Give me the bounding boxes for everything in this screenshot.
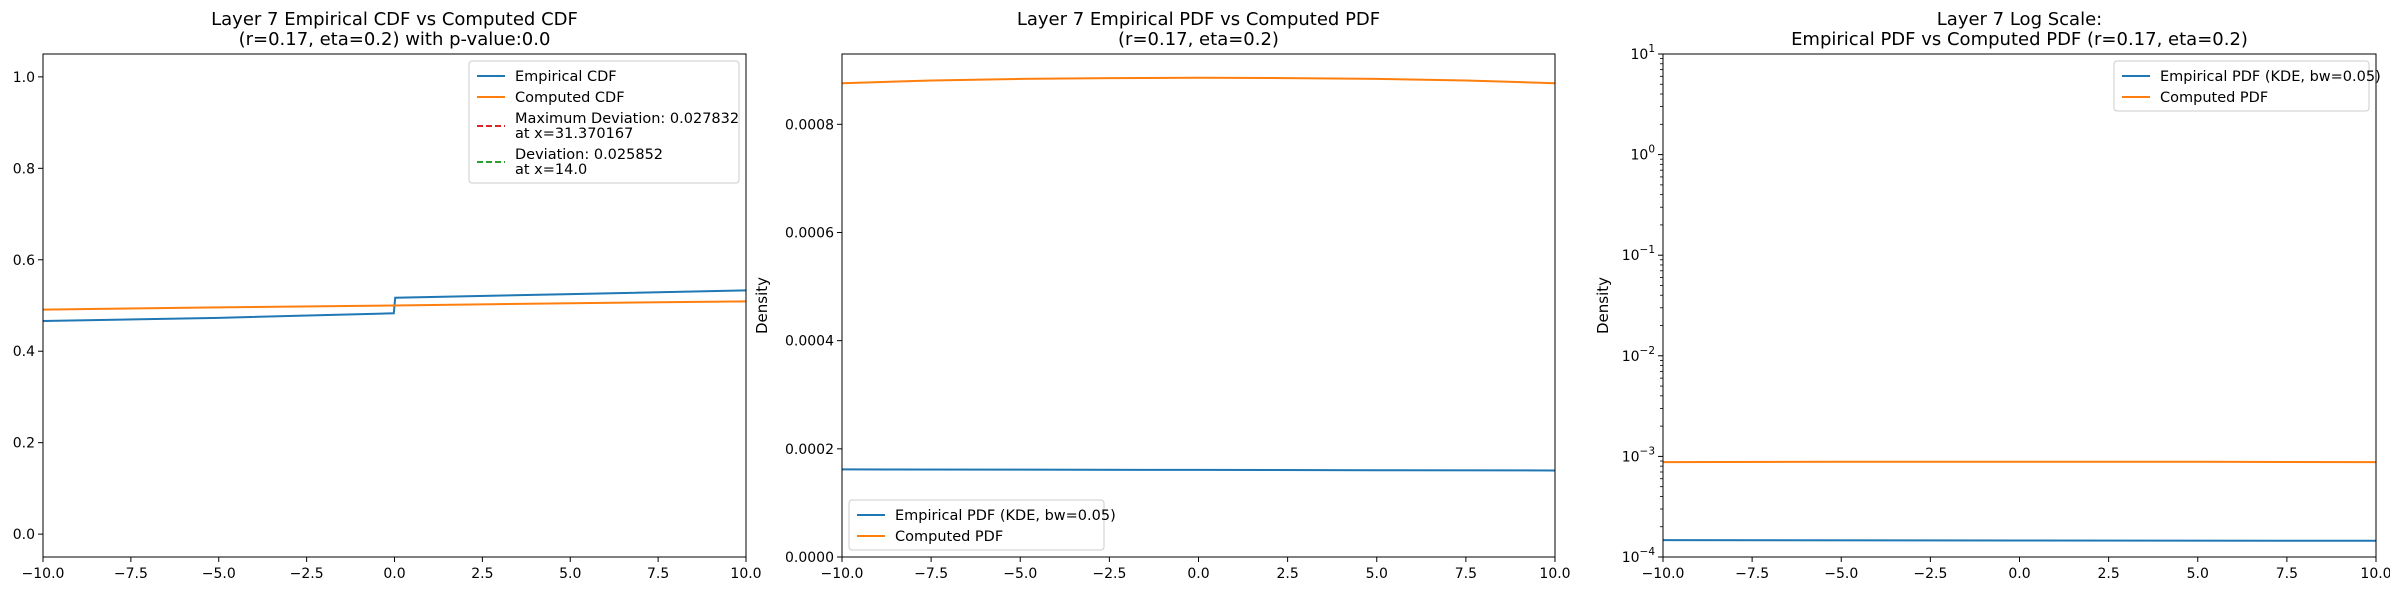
x-tick-label: −10.0 bbox=[1642, 566, 1685, 582]
y-tick-label: 0.0002 bbox=[785, 442, 834, 458]
x-tick-label: 7.5 bbox=[2276, 566, 2298, 582]
y-tick-label: 10−3 bbox=[1622, 445, 1655, 465]
x-tick-label: 2.5 bbox=[471, 566, 493, 582]
x-tick-label: −7.5 bbox=[114, 566, 148, 582]
y-tick-label: 10−4 bbox=[1622, 546, 1656, 566]
x-tick-label: 10.0 bbox=[2360, 566, 2390, 582]
legend-label-1: Empirical PDF (KDE, bw=0.05) bbox=[895, 508, 1116, 524]
y-tick-label: 0.4 bbox=[13, 344, 35, 360]
chart-subtitle: (r=0.17, eta=0.2) bbox=[1118, 29, 1279, 50]
x-tick-label: 7.5 bbox=[647, 566, 669, 582]
chart-title: Layer 7 Log Scale: bbox=[1937, 9, 2102, 30]
legend-label-2: Computed CDF bbox=[515, 90, 625, 106]
x-tick-label: 10.0 bbox=[1539, 566, 1570, 582]
chart-subtitle: (r=0.17, eta=0.2) with p-value:0.0 bbox=[239, 29, 551, 50]
chart-subtitle: Empirical PDF vs Computed PDF (r=0.17, e… bbox=[1791, 29, 2248, 50]
y-tick-label: 0.0004 bbox=[785, 334, 834, 350]
series-line-1 bbox=[842, 468, 1555, 472]
legend-label-2: Computed PDF bbox=[2160, 90, 2268, 106]
x-tick-label: −10.0 bbox=[821, 566, 864, 582]
series-line-1 bbox=[1663, 539, 2376, 542]
y-axis-label: Density bbox=[753, 277, 771, 334]
y-tick-label: 0.0008 bbox=[785, 117, 834, 133]
x-tick-label: −5.0 bbox=[1003, 566, 1037, 582]
y-tick-label: 101 bbox=[1630, 43, 1655, 63]
chart-title: Layer 7 Empirical CDF vs Computed CDF bbox=[211, 9, 578, 30]
legend: Empirical PDF (KDE, bw=0.05) Computed PDF bbox=[2113, 60, 2381, 112]
legend-box bbox=[2113, 60, 2370, 112]
y-tick-label: 0.6 bbox=[13, 253, 35, 269]
chart-title: Layer 7 Empirical PDF vs Computed PDF bbox=[1017, 9, 1380, 30]
y-tick-label: 0.0000 bbox=[785, 550, 834, 566]
chart-1: Layer 7 Empirical CDF vs Computed CDF(r=… bbox=[13, 9, 762, 582]
y-tick-label: 0.0 bbox=[13, 527, 35, 543]
plot-frame bbox=[841, 53, 1556, 558]
y-tick-label: 100 bbox=[1630, 144, 1655, 164]
legend-label-4: Deviation: 0.025852 bbox=[515, 147, 663, 163]
chart-2: Layer 7 Empirical PDF vs Computed PDF(r=… bbox=[753, 9, 1571, 582]
legend-label-2: Computed PDF bbox=[895, 529, 1003, 545]
legend-box bbox=[468, 60, 740, 184]
y-tick-label: 0.0006 bbox=[785, 225, 834, 241]
series-line-2 bbox=[43, 300, 746, 311]
x-tick-label: −7.5 bbox=[914, 566, 948, 582]
x-tick-label: −10.0 bbox=[22, 566, 65, 582]
plot-frame bbox=[1662, 53, 2377, 558]
x-tick-label: −5.0 bbox=[1824, 566, 1858, 582]
x-tick-label: −2.5 bbox=[1092, 566, 1126, 582]
x-tick-label: 5.0 bbox=[2187, 566, 2209, 582]
x-tick-label: 2.5 bbox=[1276, 566, 1298, 582]
legend: Empirical PDF (KDE, bw=0.05) Computed PDF bbox=[848, 499, 1116, 551]
x-tick-label: 5.0 bbox=[1366, 566, 1388, 582]
legend-label-3-line2: at x=31.370167 bbox=[515, 126, 633, 142]
y-axis-label: Density bbox=[1594, 277, 1612, 334]
x-tick-label: −5.0 bbox=[202, 566, 236, 582]
legend-label-4-line2: at x=14.0 bbox=[515, 162, 587, 178]
x-tick-label: 0.0 bbox=[2008, 566, 2030, 582]
x-tick-label: 5.0 bbox=[559, 566, 581, 582]
x-tick-label: −7.5 bbox=[1735, 566, 1769, 582]
legend-label-3: Maximum Deviation: 0.027832 bbox=[515, 111, 739, 127]
x-tick-label: 0.0 bbox=[1187, 566, 1209, 582]
x-tick-label: −2.5 bbox=[290, 566, 324, 582]
x-tick-label: 10.0 bbox=[730, 566, 761, 582]
y-tick-label: 0.2 bbox=[13, 436, 35, 452]
x-tick-label: −2.5 bbox=[1913, 566, 1947, 582]
legend: Empirical CDF Computed CDF Maximum Deviati… bbox=[468, 60, 740, 184]
y-tick-label: 0.8 bbox=[13, 161, 35, 177]
x-tick-label: 0.0 bbox=[383, 566, 405, 582]
y-tick-label: 1.0 bbox=[13, 70, 35, 86]
legend-label-1: Empirical PDF (KDE, bw=0.05) bbox=[2160, 69, 2381, 85]
series-line-2 bbox=[842, 76, 1555, 85]
y-tick-label: 10−2 bbox=[1622, 345, 1655, 365]
x-tick-label: 7.5 bbox=[1455, 566, 1477, 582]
legend-box bbox=[848, 499, 1105, 551]
legend-label-1: Empirical CDF bbox=[515, 69, 617, 85]
x-tick-label: 2.5 bbox=[2097, 566, 2119, 582]
y-tick-label: 10−1 bbox=[1622, 244, 1655, 264]
chart-3: Layer 7 Log Scale:Empirical PDF vs Compu… bbox=[1594, 9, 2390, 582]
